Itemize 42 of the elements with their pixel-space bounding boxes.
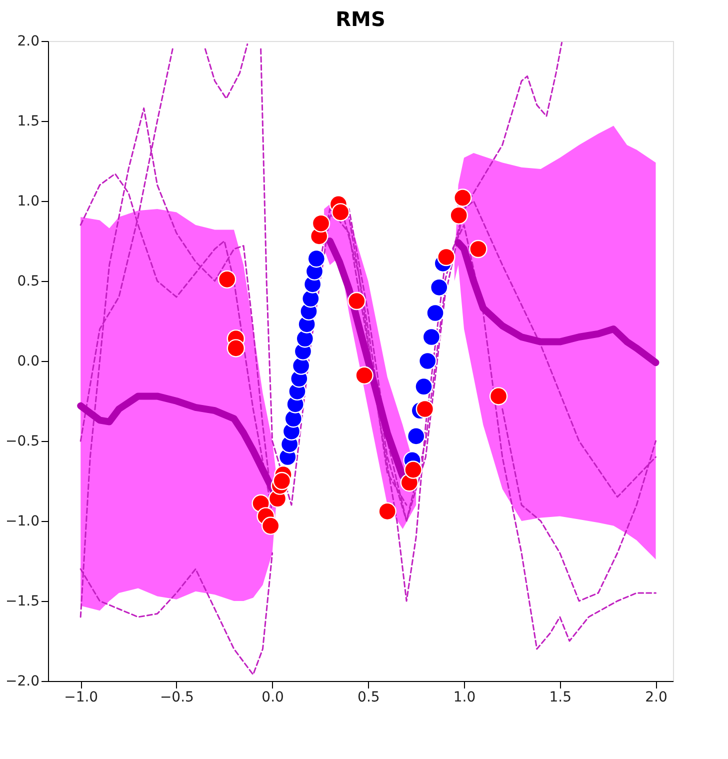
point bbox=[404, 460, 422, 479]
point bbox=[378, 502, 396, 520]
point bbox=[312, 214, 330, 232]
y-tick-label: −1.0 bbox=[6, 514, 40, 530]
point bbox=[422, 328, 441, 346]
x-tick-label: 1.5 bbox=[549, 690, 572, 706]
point bbox=[272, 472, 292, 490]
y-tick-label: 1.5 bbox=[17, 114, 40, 130]
chart-title: RMS bbox=[336, 7, 386, 31]
y-tick-label: −0.5 bbox=[6, 434, 40, 450]
point bbox=[331, 203, 350, 222]
y-tick-label: −1.5 bbox=[6, 594, 40, 610]
x-tick-label: −0.5 bbox=[160, 690, 194, 706]
point bbox=[430, 278, 448, 296]
point bbox=[489, 387, 508, 406]
x-tick-label: −1.0 bbox=[64, 690, 98, 706]
point bbox=[226, 339, 245, 358]
point bbox=[348, 292, 366, 310]
y-tick-label: 2.0 bbox=[17, 34, 40, 50]
x-tick-label: 0.0 bbox=[262, 690, 284, 706]
point bbox=[418, 352, 437, 370]
x-tick-label: 1.0 bbox=[453, 690, 476, 706]
point bbox=[406, 427, 426, 446]
point bbox=[307, 250, 326, 268]
point bbox=[218, 270, 236, 288]
point bbox=[426, 304, 444, 322]
point bbox=[469, 240, 488, 258]
point bbox=[450, 206, 468, 224]
y-tick-label: −2.0 bbox=[6, 674, 40, 690]
x-tick-label: 0.5 bbox=[358, 690, 380, 706]
y-tick-label: 0.0 bbox=[17, 354, 40, 370]
point bbox=[414, 378, 433, 396]
point bbox=[454, 188, 472, 207]
y-tick-label: 0.5 bbox=[17, 274, 40, 290]
point bbox=[437, 248, 456, 266]
point bbox=[355, 366, 374, 384]
x-tick-label: 2.0 bbox=[645, 690, 668, 706]
point bbox=[261, 516, 280, 535]
point bbox=[416, 400, 434, 418]
point bbox=[292, 356, 310, 375]
point bbox=[302, 290, 320, 308]
y-tick-label: 1.0 bbox=[17, 194, 40, 210]
